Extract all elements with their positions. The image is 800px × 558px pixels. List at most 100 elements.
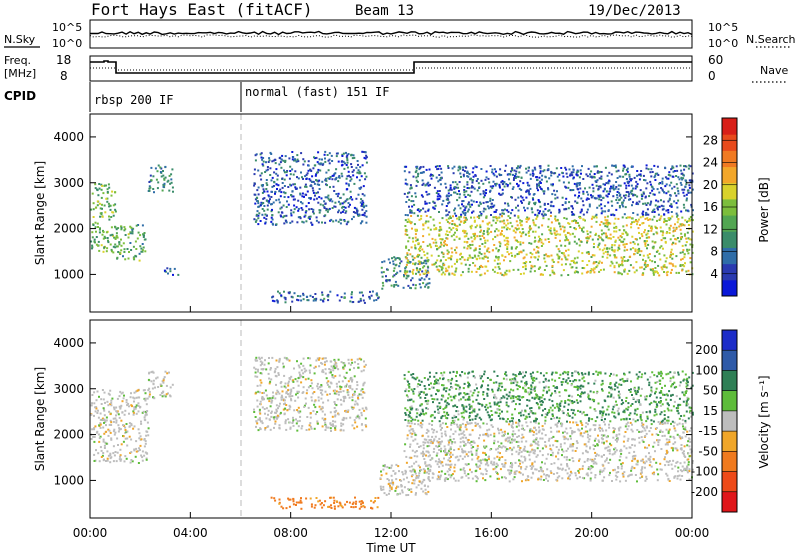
echo-cell bbox=[321, 197, 323, 199]
echo-cell bbox=[135, 448, 137, 450]
echo-cell bbox=[424, 184, 426, 186]
echo-cell bbox=[540, 188, 542, 190]
echo-cell bbox=[95, 226, 97, 228]
echo-cell bbox=[416, 455, 418, 457]
echo-cell bbox=[258, 429, 260, 431]
echo-cell bbox=[683, 165, 685, 167]
echo-cell bbox=[498, 249, 500, 251]
echo-cell bbox=[455, 252, 457, 254]
echo-cell bbox=[504, 272, 506, 274]
echo-cell bbox=[483, 230, 485, 232]
echo-cell bbox=[557, 197, 559, 199]
echo-cell bbox=[419, 274, 421, 276]
echo-cell bbox=[454, 213, 456, 215]
echo-cell bbox=[660, 215, 662, 217]
echo-cell bbox=[575, 228, 577, 230]
echo-cell bbox=[320, 384, 322, 386]
echo-cell bbox=[311, 208, 313, 210]
echo-cell bbox=[110, 457, 112, 459]
echo-cell bbox=[296, 409, 298, 411]
echo-cell bbox=[260, 421, 262, 423]
echo-cell bbox=[609, 248, 611, 250]
echo-cell bbox=[93, 391, 95, 393]
echo-cell bbox=[472, 171, 474, 173]
echo-cell bbox=[389, 262, 391, 264]
echo-cell bbox=[519, 231, 521, 233]
echo-cell bbox=[556, 254, 558, 256]
echo-cell bbox=[479, 211, 481, 213]
echo-cell bbox=[555, 237, 557, 239]
echo-cell bbox=[485, 179, 487, 181]
echo-cell bbox=[648, 236, 650, 238]
echo-cell bbox=[94, 239, 96, 241]
echo-cell bbox=[557, 458, 559, 460]
echo-cell bbox=[91, 428, 93, 430]
echo-cell bbox=[618, 247, 620, 249]
echo-cell bbox=[450, 194, 452, 196]
echo-cell bbox=[442, 238, 444, 240]
echo-cell bbox=[310, 222, 312, 224]
echo-cell bbox=[150, 175, 152, 177]
echo-cell bbox=[636, 196, 638, 198]
echo-cell bbox=[533, 194, 535, 196]
echo-cell bbox=[528, 190, 530, 192]
echo-cell bbox=[520, 200, 522, 202]
echo-cell bbox=[107, 191, 109, 193]
echo-cell bbox=[98, 250, 100, 252]
echo-cell bbox=[506, 248, 508, 250]
echo-cell bbox=[654, 255, 656, 257]
echo-cell bbox=[338, 193, 340, 195]
echo-cell bbox=[522, 266, 524, 268]
echo-cell bbox=[589, 173, 591, 175]
echo-cell bbox=[566, 459, 568, 461]
echo-cell bbox=[409, 446, 411, 448]
echo-cell bbox=[101, 204, 103, 206]
echo-cell bbox=[330, 176, 332, 178]
echo-cell bbox=[281, 386, 283, 388]
echo-cell bbox=[503, 222, 505, 224]
echo-cell bbox=[596, 221, 598, 223]
echo-cell bbox=[622, 216, 624, 218]
echo-cell bbox=[417, 209, 419, 211]
echo-cell bbox=[266, 179, 268, 181]
echo-cell bbox=[300, 381, 302, 383]
echo-cell bbox=[361, 424, 363, 426]
echo-cell bbox=[348, 362, 350, 364]
echo-cell bbox=[452, 167, 454, 169]
echo-cell bbox=[498, 217, 500, 219]
echo-cell bbox=[277, 391, 279, 393]
echo-cell bbox=[450, 424, 452, 426]
echo-cell bbox=[153, 397, 155, 399]
echo-cell bbox=[521, 425, 523, 427]
echo-cell bbox=[534, 270, 536, 272]
echo-cell bbox=[624, 197, 626, 199]
echo-cell bbox=[433, 242, 435, 244]
echo-cell bbox=[454, 224, 456, 226]
echo-cell bbox=[264, 223, 266, 225]
echo-cell bbox=[643, 268, 645, 270]
echo-cell bbox=[292, 156, 294, 158]
echo-cell bbox=[152, 388, 154, 390]
colorbar-segment bbox=[722, 134, 737, 151]
echo-cell bbox=[267, 205, 269, 207]
echo-cell bbox=[101, 213, 103, 215]
echo-cell bbox=[359, 166, 361, 168]
echo-cell bbox=[670, 195, 672, 197]
echo-cell bbox=[352, 171, 354, 173]
nsearch-trace bbox=[90, 35, 692, 37]
echo-cell bbox=[303, 358, 305, 360]
echo-cell bbox=[299, 366, 301, 368]
echo-cell bbox=[507, 184, 509, 186]
echo-cell bbox=[467, 238, 469, 240]
echo-cell bbox=[415, 233, 417, 235]
echo-cell bbox=[261, 214, 263, 216]
echo-cell bbox=[562, 176, 564, 178]
y-tick-label: 4000 bbox=[53, 130, 84, 144]
echo-cell bbox=[525, 234, 527, 236]
echo-cell bbox=[166, 393, 168, 395]
echo-cell bbox=[340, 404, 342, 406]
echo-cell bbox=[561, 477, 563, 479]
echo-cell bbox=[506, 240, 508, 242]
echo-cell bbox=[566, 218, 568, 220]
echo-cell bbox=[497, 272, 499, 274]
